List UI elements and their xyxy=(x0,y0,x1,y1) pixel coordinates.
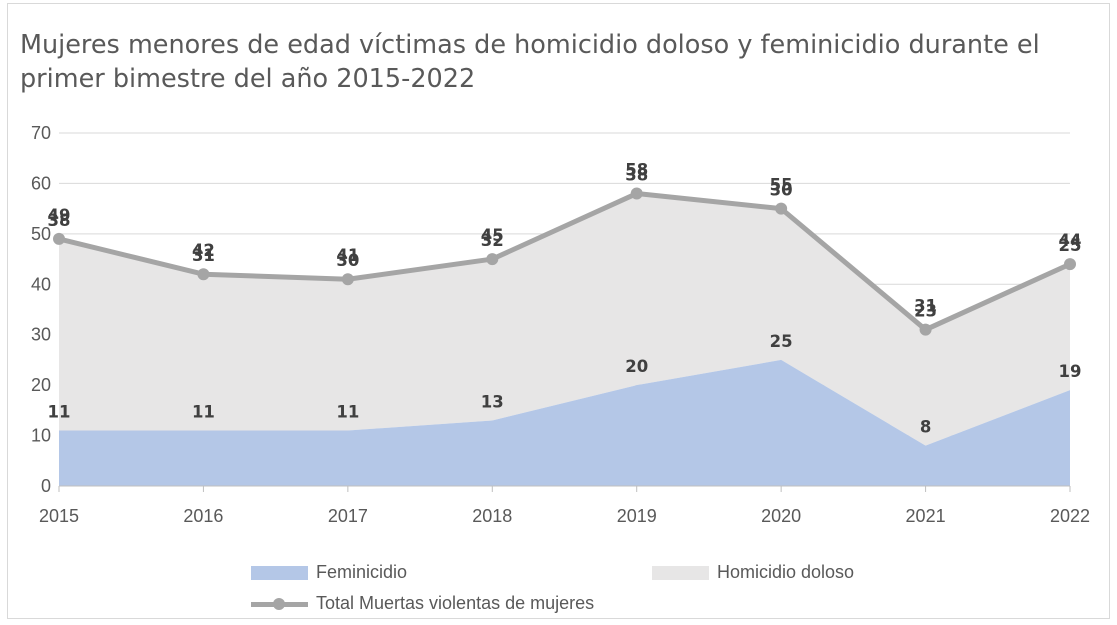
x-tick-label: 2022 xyxy=(1050,506,1090,526)
legend-label-feminicidio: Feminicidio xyxy=(316,562,408,582)
data-label-homicidio: 25 xyxy=(1059,236,1082,255)
point-total xyxy=(775,202,788,215)
line-total-muertas xyxy=(58,191,1072,333)
point-total xyxy=(53,232,65,245)
data-label-feminicidio: 20 xyxy=(625,357,648,376)
data-label-total: 31 xyxy=(914,297,937,316)
x-tick-label: 2019 xyxy=(617,506,657,526)
x-tick-label: 2016 xyxy=(183,506,223,526)
x-tick-label: 2021 xyxy=(906,506,946,526)
y-tick-label: 50 xyxy=(31,224,51,244)
data-label-total: 45 xyxy=(481,226,504,245)
data-label-homicidio: 32 xyxy=(481,231,504,250)
point-total xyxy=(341,273,354,286)
data-label-feminicidio: 13 xyxy=(481,392,504,411)
data-label-feminicidio: 11 xyxy=(192,403,215,422)
legend-item-feminicidio: Feminicidio xyxy=(251,562,407,583)
point-total xyxy=(1064,258,1076,271)
data-label-homicidio: 30 xyxy=(770,181,793,200)
y-tick-label: 60 xyxy=(31,173,51,193)
data-label-feminicidio: 11 xyxy=(48,403,71,422)
data-label-total: 42 xyxy=(192,241,215,260)
data-label-feminicidio: 8 xyxy=(920,418,931,437)
area-feminicidio xyxy=(59,359,1070,486)
data-label-total: 44 xyxy=(1059,231,1082,250)
data-label-homicidio: 38 xyxy=(625,166,648,185)
point-total xyxy=(197,268,210,281)
legend-item-total: Total Muertas violentas de mujeres xyxy=(251,593,594,614)
legend-swatch-total xyxy=(251,597,308,611)
chart-title: Mujeres menores de edad víctimas de homi… xyxy=(20,30,1040,94)
data-label-homicidio: 30 xyxy=(336,251,359,270)
point-total xyxy=(486,253,499,266)
legend-label-homicidio: Homicidio doloso xyxy=(717,562,855,582)
data-label-feminicidio: 19 xyxy=(1059,362,1082,381)
data-label-total: 49 xyxy=(48,206,71,225)
data-label-feminicidio: 25 xyxy=(770,332,793,351)
y-tick-label: 70 xyxy=(31,123,51,143)
data-label-total: 41 xyxy=(336,246,359,265)
data-label-feminicidio: 11 xyxy=(336,403,359,422)
point-total xyxy=(630,187,643,200)
data-label-homicidio: 38 xyxy=(48,211,71,230)
x-tick-label: 2015 xyxy=(39,506,79,526)
y-tick-label: 10 xyxy=(31,426,51,446)
y-tick-label: 0 xyxy=(41,476,51,496)
y-tick-label: 40 xyxy=(31,274,51,294)
x-tick-label: 2018 xyxy=(472,506,512,526)
data-label-total: 55 xyxy=(770,176,793,195)
legend-swatch-feminicidio xyxy=(251,565,308,580)
legend-swatch-homicidio xyxy=(652,565,709,580)
area-homicidio-doloso xyxy=(59,193,1070,446)
y-tick-label: 30 xyxy=(31,325,51,345)
data-label-total: 58 xyxy=(625,161,648,180)
x-tick-label: 2020 xyxy=(761,506,801,526)
legend-item-homicidio: Homicidio doloso xyxy=(652,562,854,583)
x-tick-label: 2017 xyxy=(328,506,368,526)
data-label-homicidio: 31 xyxy=(192,246,215,265)
y-tick-label: 20 xyxy=(31,375,51,395)
point-total xyxy=(919,323,932,336)
data-label-homicidio: 23 xyxy=(914,302,937,321)
legend-label-total: Total Muertas violentas de mujeres xyxy=(316,593,595,613)
